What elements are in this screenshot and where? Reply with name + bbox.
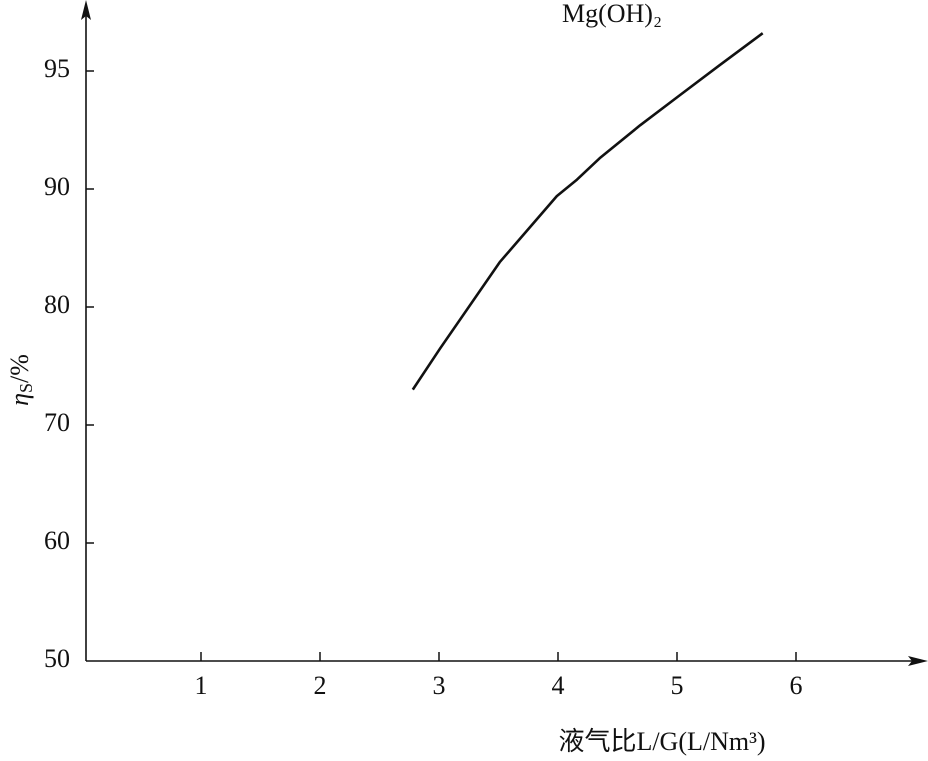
y-tick-label: 60 bbox=[44, 526, 70, 555]
x-tick-label: 1 bbox=[195, 671, 208, 700]
y-axis-arrow bbox=[81, 0, 91, 20]
y-tick-label: 95 bbox=[44, 54, 70, 83]
y-tick-label: 90 bbox=[44, 172, 70, 201]
y-tick-label: 80 bbox=[44, 290, 70, 319]
y-label-unit: /% bbox=[5, 354, 34, 383]
x-tick-label: 4 bbox=[552, 671, 565, 700]
x-tick-label: 6 bbox=[790, 671, 803, 700]
y-label-subscript: S bbox=[16, 383, 36, 393]
y-axis-label: ηS/% bbox=[5, 354, 36, 406]
x-axis-label: 液气比L/G(L/Nm³) bbox=[558, 727, 765, 756]
y-label-symbol: η bbox=[5, 393, 34, 406]
data-line bbox=[411, 32, 764, 391]
x-tick-label: 2 bbox=[314, 671, 327, 700]
y-tick-label: 50 bbox=[44, 644, 70, 673]
x-tick-label: 3 bbox=[433, 671, 446, 700]
x-tick-label: 5 bbox=[671, 671, 684, 700]
x-axis-arrow bbox=[908, 656, 928, 666]
annotation: Mg(OH)₂ bbox=[562, 0, 662, 28]
y-tick-label: 70 bbox=[44, 408, 70, 437]
